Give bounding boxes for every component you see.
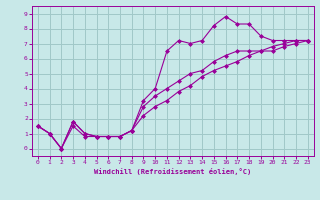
X-axis label: Windchill (Refroidissement éolien,°C): Windchill (Refroidissement éolien,°C): [94, 168, 252, 175]
